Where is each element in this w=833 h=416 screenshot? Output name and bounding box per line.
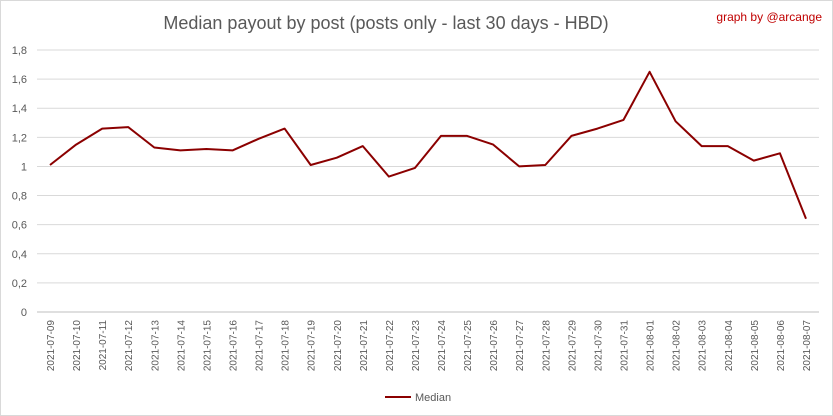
y-axis: 0 0,2 0,4 0,6 0,8 1 1,2 1,4 1,6 1,8 xyxy=(12,45,27,319)
chart-title: Median payout by post (posts only - last… xyxy=(163,13,609,33)
x-tick-label: 2021-07-18 xyxy=(281,320,292,372)
series-layer xyxy=(49,70,807,220)
x-tick-label: 2021-07-20 xyxy=(333,320,344,372)
x-tick-label: 2021-08-01 xyxy=(646,320,657,372)
y-tick-label: 0,6 xyxy=(12,220,27,232)
x-tick-label: 2021-07-23 xyxy=(411,320,422,372)
y-tick-label: 0,8 xyxy=(12,191,27,203)
legend: Median xyxy=(385,392,451,404)
y-tick-label: 0,4 xyxy=(12,249,27,261)
x-tick-label: 2021-07-16 xyxy=(229,320,240,372)
x-tick-label: 2021-07-25 xyxy=(463,320,474,372)
x-tick-label: 2021-07-17 xyxy=(255,320,266,372)
x-tick-label: 2021-08-05 xyxy=(750,320,761,372)
x-tick-label: 2021-07-29 xyxy=(567,320,578,372)
y-tick-label: 1 xyxy=(21,161,27,173)
x-tick-label: 2021-08-06 xyxy=(776,320,787,372)
x-tick-label: 2021-07-13 xyxy=(150,320,161,372)
gridlines xyxy=(37,49,819,313)
x-tick-label: 2021-08-03 xyxy=(698,320,709,372)
legend-label: Median xyxy=(415,392,451,404)
x-tick-label: 2021-07-31 xyxy=(620,320,631,372)
x-tick-label: 2021-08-07 xyxy=(802,320,813,372)
x-tick-label: 2021-07-19 xyxy=(307,320,318,372)
x-tick-label: 2021-07-26 xyxy=(489,320,500,372)
y-tick-label: 1,6 xyxy=(12,74,27,86)
x-tick-label: 2021-07-09 xyxy=(46,320,57,372)
y-tick-label: 1,2 xyxy=(12,132,27,144)
y-tick-label: 1,4 xyxy=(12,103,27,115)
x-tick-label: 2021-07-28 xyxy=(541,320,552,372)
y-tick-label: 1,8 xyxy=(12,45,27,57)
x-axis: 2021-07-09 2021-07-10 2021-07-11 2021-07-12… xyxy=(46,320,813,372)
x-tick-label: 2021-07-12 xyxy=(124,320,135,372)
x-tick-label: 2021-07-30 xyxy=(593,320,604,372)
x-tick-label: 2021-07-27 xyxy=(515,320,526,372)
series-line-median xyxy=(49,70,807,220)
y-tick-label: 0 xyxy=(21,307,27,319)
x-tick-label: 2021-07-10 xyxy=(72,320,83,372)
x-tick-label: 2021-08-04 xyxy=(724,320,735,372)
x-tick-label: 2021-07-24 xyxy=(437,320,448,372)
x-tick-label: 2021-08-02 xyxy=(672,320,683,372)
x-tick-label: 2021-07-22 xyxy=(385,320,396,372)
y-tick-label: 0,2 xyxy=(12,278,27,290)
x-tick-label: 2021-07-21 xyxy=(359,320,370,372)
x-tick-label: 2021-07-11 xyxy=(98,320,109,371)
x-tick-label: 2021-07-14 xyxy=(176,320,187,372)
chart-credit: graph by @arcange xyxy=(716,10,822,24)
x-tick-label: 2021-07-15 xyxy=(202,320,213,372)
